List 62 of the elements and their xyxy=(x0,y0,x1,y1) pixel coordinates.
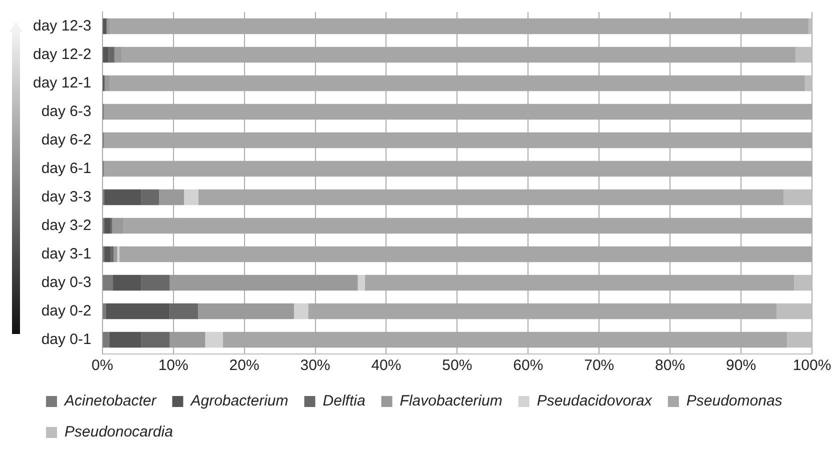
y-tick-label: day 12-2 xyxy=(33,46,92,63)
y-tick-label: day 6-3 xyxy=(41,102,92,120)
x-tick-label: 70% xyxy=(584,357,614,374)
bar xyxy=(198,303,294,320)
bar xyxy=(159,189,184,206)
y-tick-label: day 0-3 xyxy=(41,274,92,291)
legend-label: Delftia xyxy=(322,392,366,410)
bar xyxy=(102,18,107,34)
bar xyxy=(104,246,111,262)
x-tick-label: 60% xyxy=(513,357,544,374)
y-tick-label: day 12-3 xyxy=(33,17,92,34)
x-tick-label: 50% xyxy=(442,357,472,374)
bar xyxy=(787,332,812,348)
legend-label: Pseudomonas xyxy=(686,392,783,410)
x-tick-label: 30% xyxy=(300,357,330,374)
bar xyxy=(106,303,170,320)
bar xyxy=(141,189,160,206)
bar xyxy=(109,332,142,348)
y-tick-label: day 3-3 xyxy=(41,188,92,206)
bar xyxy=(102,46,109,63)
bar xyxy=(294,303,308,320)
x-tick-label: 100% xyxy=(792,357,832,374)
legend-label: Agrobacterium xyxy=(190,392,288,410)
x-tick-label: 90% xyxy=(726,357,756,374)
y-tick-label: day 6-1 xyxy=(41,160,92,177)
y-tick-label: day 12-1 xyxy=(33,74,92,92)
bar xyxy=(113,274,142,291)
x-tick-label: 0% xyxy=(92,357,114,374)
x-tick-label: 20% xyxy=(229,357,260,374)
x-tick-label: 40% xyxy=(371,357,402,374)
bar xyxy=(102,332,110,348)
bar xyxy=(784,189,812,206)
bar xyxy=(808,18,812,34)
bar xyxy=(108,46,114,63)
bar xyxy=(104,218,111,234)
bar xyxy=(170,332,206,348)
bar xyxy=(170,303,198,320)
bar xyxy=(796,46,812,63)
bar xyxy=(141,274,170,291)
y-tick-label: day 0-2 xyxy=(41,302,92,320)
bar xyxy=(358,274,365,291)
bar xyxy=(794,274,812,291)
bar xyxy=(141,332,170,348)
legend-label: Pseudacidovorax xyxy=(536,392,652,410)
legend-label: Pseudonocardia xyxy=(64,424,173,441)
legend-label: Acinetobacter xyxy=(64,392,158,410)
bar xyxy=(114,246,118,262)
legend-label: Flavobacterium xyxy=(400,392,502,410)
y-tick-label: day 3-1 xyxy=(41,245,92,262)
y-tick-label: day 3-2 xyxy=(41,216,92,234)
bar xyxy=(102,303,106,320)
bar xyxy=(104,189,142,206)
x-tick-label: 10% xyxy=(158,357,188,374)
bar xyxy=(205,332,224,348)
y-tick-label: day 0-1 xyxy=(41,330,92,348)
bar xyxy=(170,274,358,291)
bar xyxy=(184,189,198,206)
x-tick-label: 80% xyxy=(655,357,686,374)
bar xyxy=(804,75,812,92)
bar xyxy=(102,274,114,291)
y-tick-label: day 6-2 xyxy=(41,131,92,148)
bar xyxy=(776,303,812,320)
